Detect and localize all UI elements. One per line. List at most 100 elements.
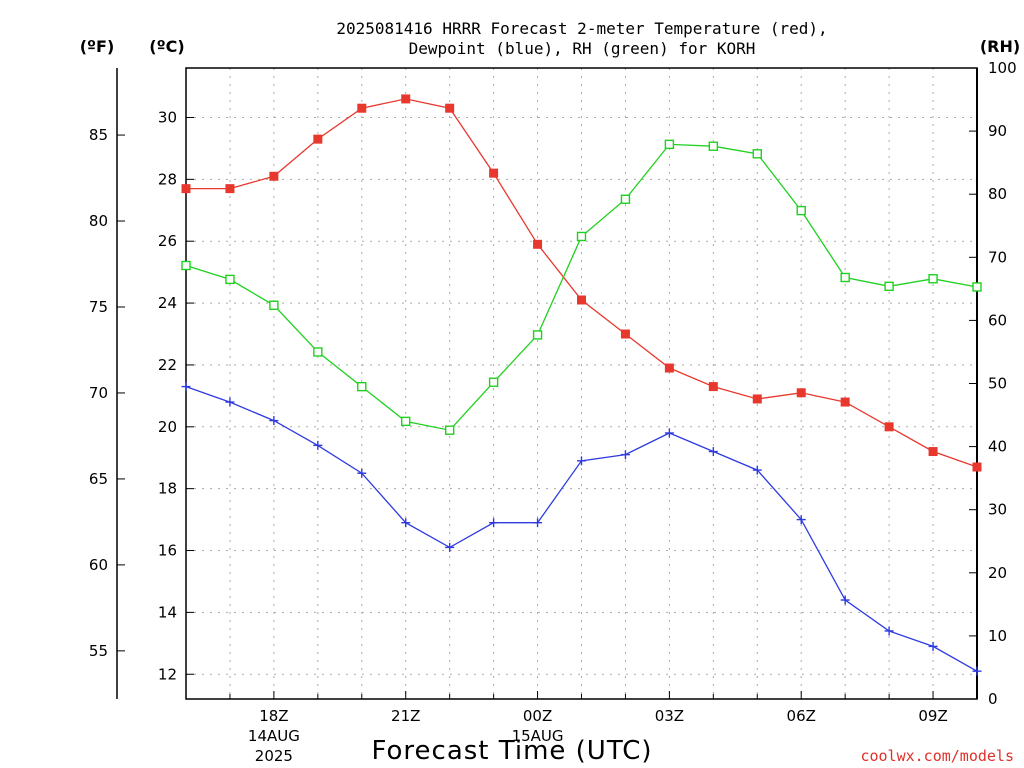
dewpoint-point [664, 428, 674, 438]
temperature-point [928, 447, 938, 457]
dewpoint-point [577, 456, 586, 466]
dewpoint-point [796, 515, 806, 525]
temperature-point [840, 397, 850, 407]
celsius-tick-label: 26 [158, 232, 177, 250]
dewpoint-point [489, 518, 499, 528]
dewpoint-point [928, 641, 938, 651]
rh-series-line [185, 143, 978, 431]
celsius-tick-label: 18 [158, 480, 177, 498]
dewpoint-point [752, 465, 762, 475]
rh-point [401, 416, 411, 427]
fahrenheit-tick-label: 85 [89, 126, 108, 144]
rh-point [181, 260, 191, 271]
temperature-point [664, 363, 674, 373]
rh-tick-label: 10 [988, 627, 1007, 645]
x-tick-label: 06Z [787, 707, 816, 725]
dewpoint-point [269, 416, 279, 426]
fahrenheit-tick-label: 80 [89, 212, 108, 230]
grid-lines [186, 68, 977, 699]
axes [116, 67, 978, 700]
series-layer [181, 94, 982, 676]
rh-point [576, 231, 587, 242]
celsius-tick-label: 24 [158, 294, 177, 312]
rh-unit-label: (RH) [980, 37, 1020, 56]
credit-text: coolwx.com/models [860, 747, 1014, 765]
dewpoint-point [225, 397, 235, 407]
rh-tick-label: 30 [988, 501, 1007, 519]
fahrenheit-tick-label: 55 [89, 642, 108, 660]
dewpoint-point [313, 440, 323, 450]
celsius-tick-label: 28 [158, 170, 177, 188]
temperature-series-line [186, 98, 978, 468]
fahrenheit-tick-label: 60 [89, 556, 108, 574]
rh-tick-label: 90 [988, 122, 1007, 140]
celsius-tick-label: 12 [158, 665, 177, 683]
chart-title-line-1: 2025081416 HRRR Forecast 2-meter Tempera… [336, 19, 827, 38]
rh-point [928, 274, 938, 284]
rh-point [752, 149, 762, 159]
rh-point [269, 300, 279, 310]
temperature-point [533, 239, 543, 249]
rh-tick-label: 100 [988, 59, 1017, 77]
celsius-unit-label: (ºC) [149, 37, 184, 56]
dewpoint-point [972, 666, 982, 676]
fahrenheit-tick-label: 65 [89, 470, 108, 488]
dewpoint-point [181, 382, 191, 392]
celsius-tick-label: 22 [158, 356, 177, 374]
temperature-point [884, 422, 894, 432]
dewpoint-point [884, 626, 894, 636]
x-tick-date-label: 15AUG [512, 727, 564, 745]
rh-tick-label: 70 [988, 248, 1007, 266]
temperature-point [972, 462, 982, 472]
rh-point [972, 282, 982, 292]
temperature-point [445, 103, 455, 113]
celsius-tick-label: 20 [158, 418, 177, 436]
rh-point [708, 141, 719, 151]
temperature-point [357, 103, 367, 113]
temperature-point [577, 295, 586, 305]
rh-tick-label: 0 [988, 690, 998, 708]
temperature-point [708, 382, 718, 392]
x-tick-label: 09Z [918, 707, 947, 725]
x-axis-title: Forecast Time (UTC) [371, 736, 652, 766]
rh-tick-label: 50 [988, 375, 1007, 393]
rh-tick-label: 60 [988, 311, 1007, 329]
temperature-point [313, 134, 323, 144]
dewpoint-point [401, 518, 411, 528]
rh-point [225, 274, 235, 285]
dewpoint-point [708, 447, 718, 457]
x-tick-year-label: 2025 [255, 747, 293, 765]
temperature-point [796, 388, 806, 398]
rh-point [840, 272, 850, 283]
dewpoint-point [840, 595, 850, 605]
temperature-point [752, 394, 762, 404]
rh-point [532, 330, 543, 340]
fahrenheit-tick-label: 75 [89, 298, 108, 316]
rh-point [444, 425, 455, 435]
x-tick-label: 21Z [391, 707, 420, 725]
dewpoint-point [445, 542, 455, 552]
rh-tick-label: 40 [988, 438, 1007, 456]
temperature-point [269, 171, 279, 181]
temperature-point [225, 184, 235, 194]
rh-tick-label: 20 [988, 564, 1007, 582]
tick-labels: 12 14 16 18 20 22 24 26 28 30 55 60 65 70 75 80 85 0 10 20 3… [89, 59, 1017, 765]
rh-point [796, 205, 806, 216]
temperature-point [489, 168, 499, 178]
fahrenheit-tick-label: 70 [89, 384, 108, 402]
dewpoint-point [620, 450, 630, 460]
rh-point [884, 281, 894, 292]
temperature-point [181, 184, 191, 194]
rh-point [664, 139, 675, 150]
rh-point [357, 381, 367, 392]
dewpoint-point [357, 468, 367, 478]
rh-point [620, 194, 631, 204]
x-tick-date-label: 14AUG [248, 727, 300, 745]
fahrenheit-unit-label: (ºF) [80, 37, 115, 56]
x-tick-label: 18Z [259, 707, 288, 725]
celsius-tick-label: 16 [158, 542, 177, 560]
chart-title-line-2: Dewpoint (blue), RH (green) for KORH [409, 39, 756, 58]
dewpoint-point [533, 518, 543, 528]
temperature-point [401, 94, 411, 104]
